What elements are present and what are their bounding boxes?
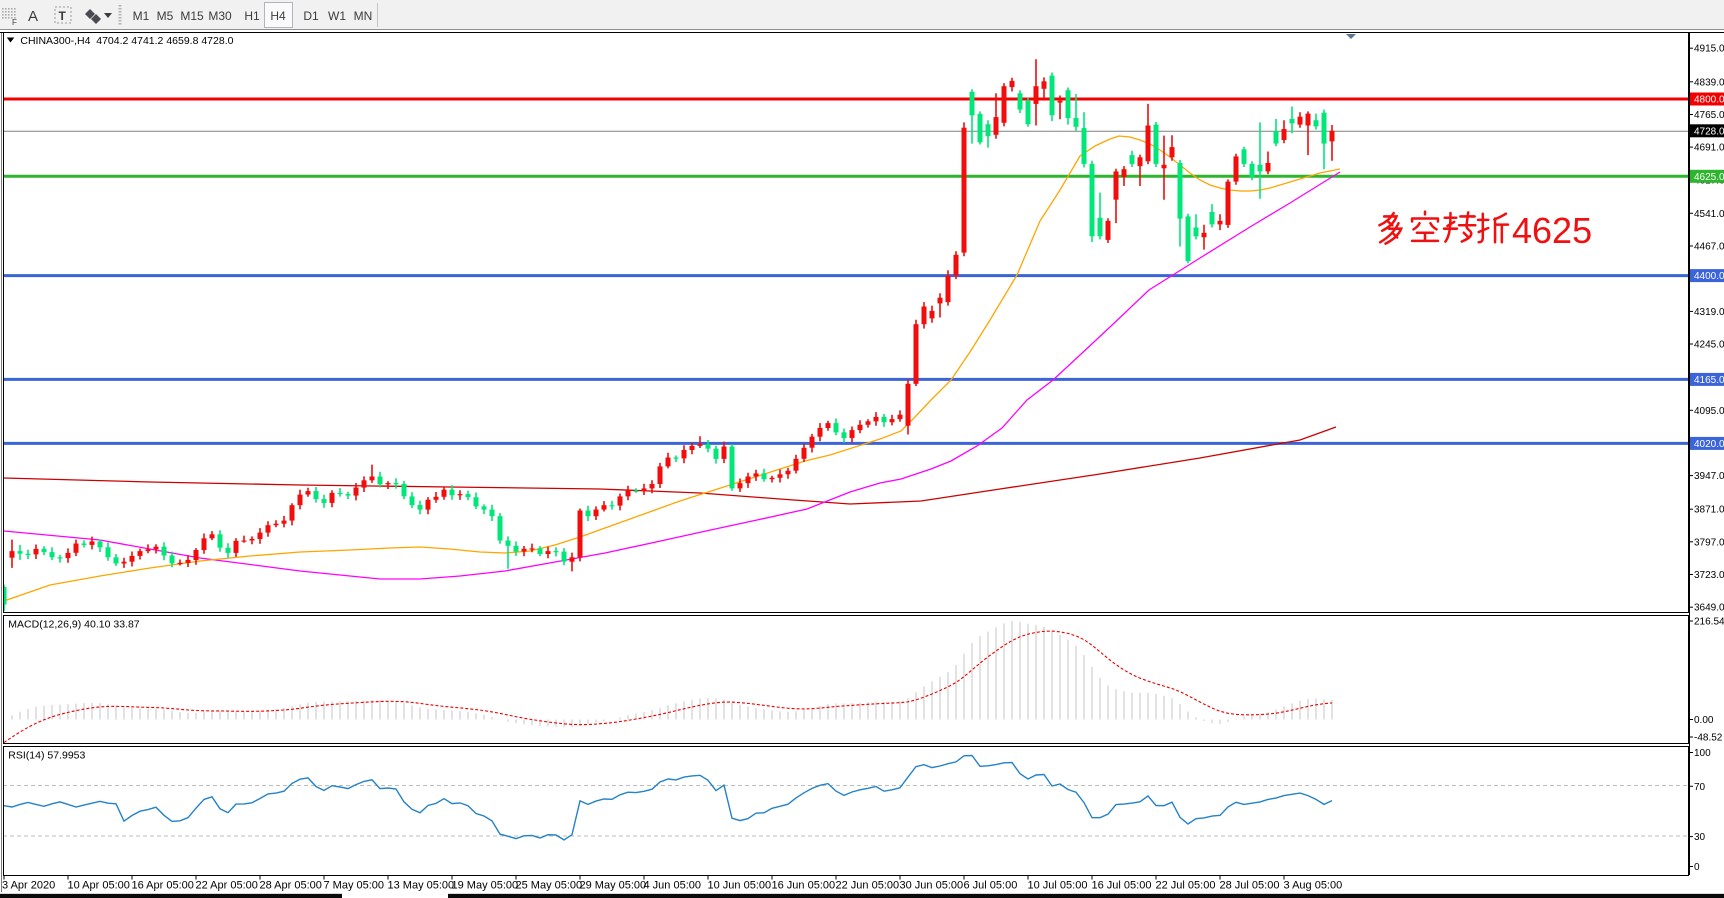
svg-text:T: T: [59, 9, 67, 23]
svg-text:3723.0: 3723.0: [1694, 570, 1724, 581]
svg-text:MACD(12,26,9) 40.10 33.87: MACD(12,26,9) 40.10 33.87: [8, 618, 139, 630]
svg-text:3797.0: 3797.0: [1694, 537, 1724, 548]
svg-text:4625.0: 4625.0: [1694, 172, 1724, 183]
svg-text:16 Jul 05:00: 16 Jul 05:00: [1092, 879, 1152, 891]
svg-text:6 Jul 05:00: 6 Jul 05:00: [964, 879, 1018, 891]
svg-text:16 Jun 05:00: 16 Jun 05:00: [772, 879, 836, 891]
svg-text:25 May 05:00: 25 May 05:00: [516, 879, 583, 891]
svg-text:16 Apr 05:00: 16 Apr 05:00: [132, 879, 194, 891]
svg-text:CHINA300-,H4 4704.2 4741.2 46: CHINA300-,H4 4704.2 4741.2 4659.8 4728.0: [20, 35, 233, 47]
svg-text:4095.0: 4095.0: [1694, 406, 1724, 417]
svg-text:216.54: 216.54: [1694, 617, 1724, 628]
svg-text:4541.0: 4541.0: [1694, 209, 1724, 220]
svg-text:4625: 4625: [1512, 210, 1592, 251]
svg-text:4400.0: 4400.0: [1694, 271, 1724, 282]
svg-text:28 Apr 05:00: 28 Apr 05:00: [260, 879, 322, 891]
svg-text:29 May 05:00: 29 May 05:00: [580, 879, 647, 891]
svg-text:7 May 05:00: 7 May 05:00: [324, 879, 385, 891]
svg-text:F: F: [12, 18, 17, 27]
svg-text:3649.0: 3649.0: [1694, 603, 1724, 614]
svg-text:4319.0: 4319.0: [1694, 307, 1724, 318]
svg-text:100: 100: [1694, 748, 1711, 759]
svg-text:28 Jul 05:00: 28 Jul 05:00: [1220, 879, 1280, 891]
svg-text:22 Jul 05:00: 22 Jul 05:00: [1156, 879, 1216, 891]
svg-text:3947.0: 3947.0: [1694, 471, 1724, 482]
svg-text:M5: M5: [157, 9, 174, 23]
svg-text:4 Jun 05:00: 4 Jun 05:00: [644, 879, 702, 891]
svg-text:4728.0: 4728.0: [1694, 126, 1724, 137]
svg-text:22 Apr 05:00: 22 Apr 05:00: [196, 879, 258, 891]
svg-text:-48.52: -48.52: [1694, 733, 1723, 744]
svg-text:4765.0: 4765.0: [1694, 110, 1724, 121]
svg-text:10 Jun 05:00: 10 Jun 05:00: [708, 879, 772, 891]
svg-text:4245.0: 4245.0: [1694, 340, 1724, 351]
svg-text:MN: MN: [354, 9, 373, 23]
svg-text:3871.0: 3871.0: [1694, 505, 1724, 516]
svg-text:4467.0: 4467.0: [1694, 242, 1724, 253]
svg-text:4165.0: 4165.0: [1694, 375, 1724, 386]
svg-text:70: 70: [1694, 782, 1706, 793]
svg-text:10 Jul 05:00: 10 Jul 05:00: [1028, 879, 1088, 891]
svg-text:H4: H4: [270, 9, 286, 23]
svg-text:4839.0: 4839.0: [1694, 77, 1724, 88]
svg-text:4800.0: 4800.0: [1694, 95, 1724, 106]
svg-text:W1: W1: [328, 9, 346, 23]
svg-text:A: A: [28, 8, 38, 25]
svg-text:30: 30: [1694, 832, 1706, 843]
svg-text:4915.0: 4915.0: [1694, 44, 1724, 55]
svg-text:4691.0: 4691.0: [1694, 143, 1724, 154]
svg-text:0.00: 0.00: [1694, 715, 1714, 726]
svg-text:0: 0: [1694, 862, 1700, 873]
svg-text:RSI(14) 57.9953: RSI(14) 57.9953: [8, 749, 85, 761]
svg-text:M15: M15: [180, 9, 204, 23]
svg-text:M1: M1: [133, 9, 150, 23]
svg-text:3 Aug 05:00: 3 Aug 05:00: [1284, 879, 1343, 891]
svg-text:19 May 05:00: 19 May 05:00: [452, 879, 519, 891]
svg-text:H1: H1: [244, 9, 260, 23]
svg-text:D1: D1: [303, 9, 319, 23]
svg-text:22 Jun 05:00: 22 Jun 05:00: [836, 879, 900, 891]
svg-text:10 Apr 05:00: 10 Apr 05:00: [68, 879, 130, 891]
svg-text:3 Apr 2020: 3 Apr 2020: [2, 879, 55, 891]
svg-text:M30: M30: [208, 9, 232, 23]
svg-text:30 Jun 05:00: 30 Jun 05:00: [900, 879, 964, 891]
svg-text:13 May 05:00: 13 May 05:00: [388, 879, 455, 891]
svg-text:4020.0: 4020.0: [1694, 439, 1724, 450]
